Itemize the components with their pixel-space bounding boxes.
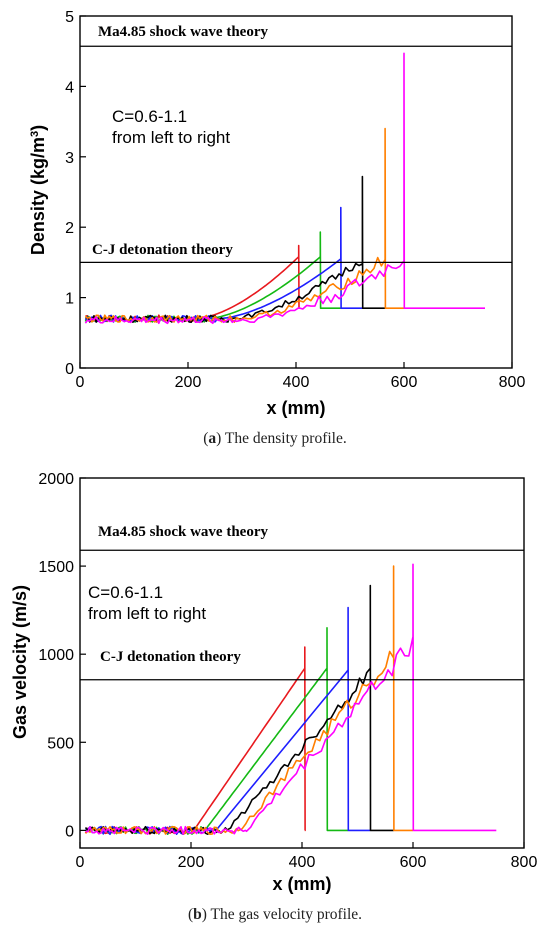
caption-a: (a) The density profile.	[203, 430, 347, 447]
y-tick-label: 1	[65, 291, 74, 308]
shock-wave-theory-label: Ma4.85 shock wave theory	[98, 24, 268, 40]
cj-theory-label: C-J detonation theory	[100, 649, 241, 665]
y-tick-label: 2000	[38, 471, 74, 488]
y-tick-label: 2	[65, 220, 74, 237]
x-tick-label: 600	[391, 374, 418, 391]
annotation-line-2: from left to right	[112, 128, 230, 147]
series-line-c1	[84, 565, 413, 835]
density-plot-frame	[79, 15, 513, 369]
x-tick-label: 800	[499, 374, 526, 391]
velocity-axis-ticks: 0 200 400 600 800 0 500 1000 1500 2000	[38, 471, 537, 871]
shock-wave-theory-label: Ma4.85 shock wave theory	[98, 524, 268, 540]
series-line-c1-1	[84, 52, 485, 325]
y-tick-label: 4	[65, 79, 74, 96]
cj-theory-label: C-J detonation theory	[92, 242, 233, 258]
series-line-c1-1	[85, 563, 497, 835]
y-tick-label: 1500	[38, 559, 74, 576]
x-tick-label: 400	[283, 374, 310, 391]
annotation-line-1: C=0.6-1.1	[88, 583, 163, 602]
annotation-line-2: from left to right	[88, 604, 206, 623]
y-tick-label: 0	[65, 361, 74, 378]
velocity-x-axis-label: x (mm)	[272, 874, 331, 894]
caption-b-text: The gas velocity profile.	[206, 906, 363, 923]
x-tick-label: 800	[511, 854, 538, 871]
y-tick-label: 1000	[38, 647, 74, 664]
y-tick-label: 3	[65, 150, 74, 167]
density-series-group	[84, 52, 485, 325]
caption-a-text: The density profile.	[221, 430, 347, 447]
annotation-line-1: C=0.6-1.1	[112, 107, 187, 126]
series-line-c1	[84, 127, 404, 323]
caption-b-letter: b	[193, 906, 202, 923]
velocity-y-axis-label: Gas velocity (m/s)	[10, 585, 30, 739]
y-tick-label: 500	[47, 735, 74, 752]
velocity-chart: Ma4.85 shock wave theory C-J detonation …	[10, 471, 537, 894]
x-tick-label: 600	[400, 854, 427, 871]
density-y-axis-label: Density (kg/m3)	[28, 125, 48, 255]
density-x-axis-label: x (mm)	[266, 398, 325, 418]
density-chart: Ma4.85 shock wave theory C-J detonation …	[28, 9, 525, 418]
density-axis-ticks: 0 200 400 600 800 0 1 2 3 4 5	[65, 9, 525, 391]
caption-b: (b) The gas velocity profile.	[187, 906, 363, 923]
y-tick-label: 5	[65, 9, 74, 26]
x-tick-label: 400	[289, 854, 316, 871]
x-tick-label: 200	[178, 854, 205, 871]
velocity-series-group	[84, 563, 497, 836]
x-tick-label: 0	[76, 854, 85, 871]
series-line-c0-9	[85, 175, 386, 323]
x-tick-label: 0	[76, 374, 85, 391]
caption-a-letter: a	[208, 430, 217, 447]
x-tick-label: 200	[175, 374, 202, 391]
y-tick-label: 0	[65, 823, 74, 840]
